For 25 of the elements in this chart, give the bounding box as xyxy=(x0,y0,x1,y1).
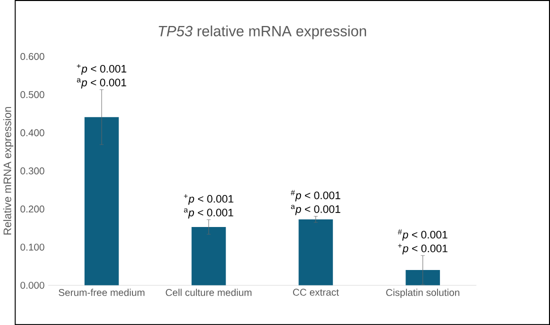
annotation: $^{a}$p < 0.001 xyxy=(76,78,126,88)
annotation: $^{a}$p < 0.001 xyxy=(291,204,340,216)
x-tick-label: Cell culture medium xyxy=(166,288,252,296)
annotation: $^{a}$p < 0.001 xyxy=(184,208,234,218)
y-tick-label: 0.200 xyxy=(20,206,44,212)
y-tick-label: 0.000 xyxy=(20,282,44,289)
y-tick-label: 0.300 xyxy=(20,167,44,174)
annotation: $^{#}$p < 0.001 xyxy=(398,229,448,241)
y-tick-label: 0.100 xyxy=(20,244,44,251)
chart-title: TP53 relative mRNA expression xyxy=(158,25,366,40)
bar xyxy=(298,219,333,286)
y-tick-label: 0.500 xyxy=(20,91,44,98)
x-tick-label: Serum-free medium xyxy=(58,288,144,296)
annotation: $^{+}$p < 0.001 xyxy=(398,244,448,254)
bar xyxy=(192,226,226,286)
annotation: $^{+}$p < 0.001 xyxy=(76,64,126,75)
y-tick-label: 0.400 xyxy=(20,129,44,136)
bar xyxy=(84,117,119,286)
annotation: $^{+}$p < 0.001 xyxy=(184,194,234,205)
x-tick-label: CC extract xyxy=(293,288,339,296)
x-tick-label: Cisplatin solution xyxy=(386,288,460,298)
bar xyxy=(406,270,440,286)
annotation: $^{#}$p < 0.001 xyxy=(290,190,340,202)
y-axis-title: Relative mRNA expression xyxy=(3,107,14,235)
y-tick-label: 0.600 xyxy=(20,52,44,60)
